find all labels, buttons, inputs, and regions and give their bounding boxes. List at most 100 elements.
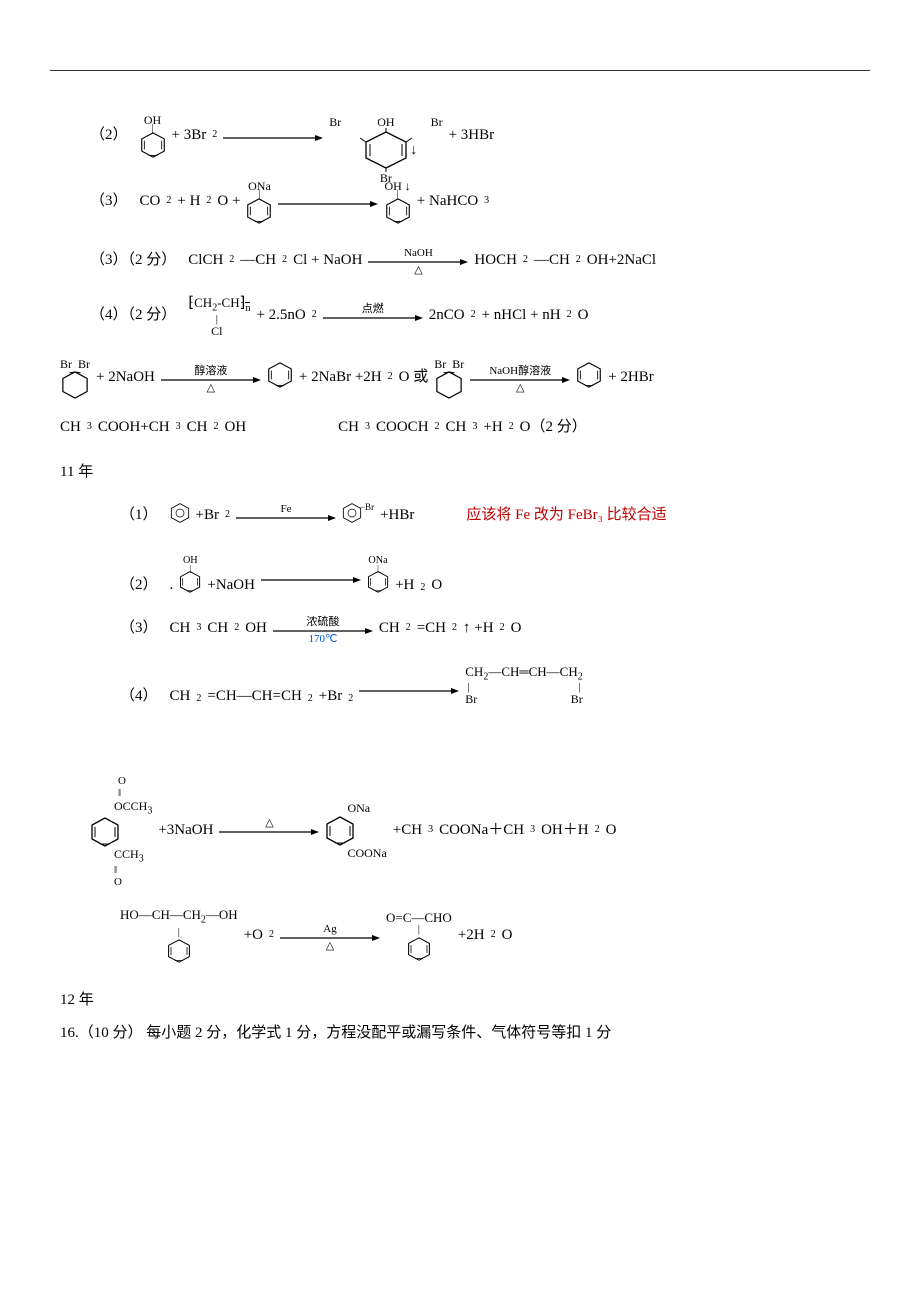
salicylate-disodium: ONa COONa	[325, 799, 386, 860]
chem-text: —CH	[534, 251, 570, 269]
chem-text: + H	[177, 192, 200, 210]
item-label: （3）	[90, 192, 128, 210]
reaction-row: （3） CH3CH2OH 浓硫酸 170℃ CH2=CH2 ↑ +H2O	[120, 612, 860, 645]
document-body: （2） OH | + 3Br2 BrOHBr Br ↓ + 3HBr （3）	[60, 111, 860, 1042]
reaction-arrow	[261, 561, 361, 594]
subscript: 2	[206, 195, 211, 207]
chem-text: COOH+CH	[98, 418, 170, 436]
chem-text: + 2NaOH	[96, 368, 155, 386]
cyclohexane-dibromo: BrBr	[434, 355, 464, 400]
chem-text: COONa＋CH	[439, 821, 524, 839]
subscript: 2	[509, 421, 514, 433]
styryl-dione: O=C—CHO |	[386, 909, 452, 962]
chem-text: =CH	[417, 619, 446, 637]
phenol-structure: ONa |	[246, 177, 272, 225]
year-heading: 11 年	[60, 460, 860, 481]
chem-text: +3NaOH	[158, 821, 213, 839]
reaction-arrow: 醇溶液 △	[161, 361, 261, 394]
subscript: 2	[576, 254, 581, 266]
chem-text: +2H	[458, 926, 485, 944]
reaction-row: （4） CH2=CH—CH=CH2 +Br2 CH2—CH═CH—CH2 || …	[120, 663, 860, 706]
subscript: 3	[472, 421, 477, 433]
subscript: 3	[176, 421, 181, 433]
chem-text: =CH—CH=CH	[207, 687, 301, 705]
chem-text: .	[170, 576, 174, 594]
subscript: 3	[87, 421, 92, 433]
reaction-row: （2） OH | + 3Br2 BrOHBr Br ↓ + 3HBr	[90, 111, 860, 159]
subscript: 2	[435, 421, 440, 433]
subscript: 2	[406, 622, 411, 634]
reaction-arrow: 点燃	[323, 299, 423, 332]
reaction-row: （1） +Br2 Fe −Br +HBr应该将 Fe 改为 FeBr₃ 比较合适	[120, 499, 860, 532]
chem-text: + 3HBr	[449, 126, 495, 144]
subscript: 2	[491, 929, 496, 941]
phenol-structure: ONa |	[367, 550, 389, 594]
reaction-arrow: Fe	[236, 499, 336, 532]
subscript: 2	[420, 582, 425, 594]
chem-text: O	[511, 619, 522, 637]
phenol-structure: OH |	[179, 550, 201, 594]
chem-text: + NaHCO	[417, 192, 478, 210]
chem-text: O	[431, 576, 442, 594]
reaction-arrow	[278, 185, 378, 218]
diester-structure: O ‖ OCCH3 CCH3 ‖ O	[90, 771, 152, 888]
chem-text: O	[578, 306, 589, 324]
chem-text: COOCH	[376, 418, 429, 436]
pvc-polymer: ⁅ CH2-CH | Cl ⁆n	[188, 294, 250, 337]
chem-text: +H	[483, 418, 502, 436]
chem-text: O	[606, 821, 617, 839]
chem-text: HOCH	[474, 251, 517, 269]
chem-text: O 或	[399, 368, 429, 386]
subscript: 2	[269, 929, 274, 941]
chem-text: CH	[187, 418, 208, 436]
benzene-ring	[267, 361, 293, 394]
question-scoring-note: 16.（10 分） 每小题 2 分，化学式 1 分，方程没配平或漏写条件、气体符…	[60, 1021, 860, 1042]
chem-text: CH	[170, 619, 191, 637]
phenol-structure: OH |	[140, 111, 166, 159]
chem-text: ClCH	[188, 251, 223, 269]
chem-text: Cl + NaOH	[293, 251, 362, 269]
reaction-row: HO—CH—CH2—OH | +O2 Ag △ O=C—CHO | +2H2O	[120, 906, 860, 964]
chem-text: O（2 分）	[520, 418, 587, 436]
chem-text: +NaOH	[207, 576, 255, 594]
benzene-ring-small	[170, 502, 190, 529]
subscript: 2	[308, 693, 313, 705]
reaction-arrow: 浓硫酸 170℃	[273, 612, 373, 645]
reaction-row: CH3COOH+CH3CH2OHCH3COOCH2CH3+H2O（2 分）	[60, 418, 860, 436]
chem-text: +O	[244, 926, 263, 944]
subscript: 3	[530, 824, 535, 836]
subscript: 2	[166, 195, 171, 207]
item-label: （2）	[120, 576, 158, 594]
item-label: （4）	[120, 687, 158, 705]
chem-text: CH	[338, 418, 359, 436]
item-label: （3）	[120, 619, 158, 637]
year-heading: 12 年	[60, 988, 860, 1009]
chem-text: OH＋H	[541, 821, 589, 839]
subscript: 2	[523, 254, 528, 266]
subscript: 2	[196, 693, 201, 705]
subscript: 2	[214, 421, 219, 433]
chem-text: CH	[207, 619, 228, 637]
reaction-arrow	[359, 672, 459, 705]
chem-text: O +	[217, 192, 240, 210]
reaction-arrow: NaOH醇溶液 △	[470, 361, 570, 394]
item-label: （4）（2 分）	[90, 306, 176, 324]
chem-text: CH	[446, 418, 467, 436]
subscript: 2	[348, 693, 353, 705]
chem-text: CH	[379, 619, 400, 637]
reaction-row: （3）（2 分） ClCH2—CH2Cl + NaOH NaOH △ HOCH2…	[90, 243, 860, 276]
bromobenzene: −Br	[342, 502, 374, 529]
top-rule	[50, 70, 870, 71]
cyclohexane-dibromo: BrBr	[60, 355, 90, 400]
chem-text: CH	[170, 687, 191, 705]
subscript: 2	[225, 509, 230, 521]
subscript: 3	[196, 622, 201, 634]
reaction-arrow	[223, 119, 323, 152]
chem-text: CO	[140, 192, 161, 210]
note-correction: 应该将 Fe 改为 FeBr₃ 比较合适	[466, 506, 666, 524]
chem-text: —CH	[240, 251, 276, 269]
reaction-row: O ‖ OCCH3 CCH3 ‖ O +3NaOH △ ONa COONa +C…	[90, 771, 860, 888]
subscript: 2	[471, 309, 476, 321]
chem-text: 2nCO	[429, 306, 465, 324]
chem-text: OH+2NaCl	[587, 251, 656, 269]
